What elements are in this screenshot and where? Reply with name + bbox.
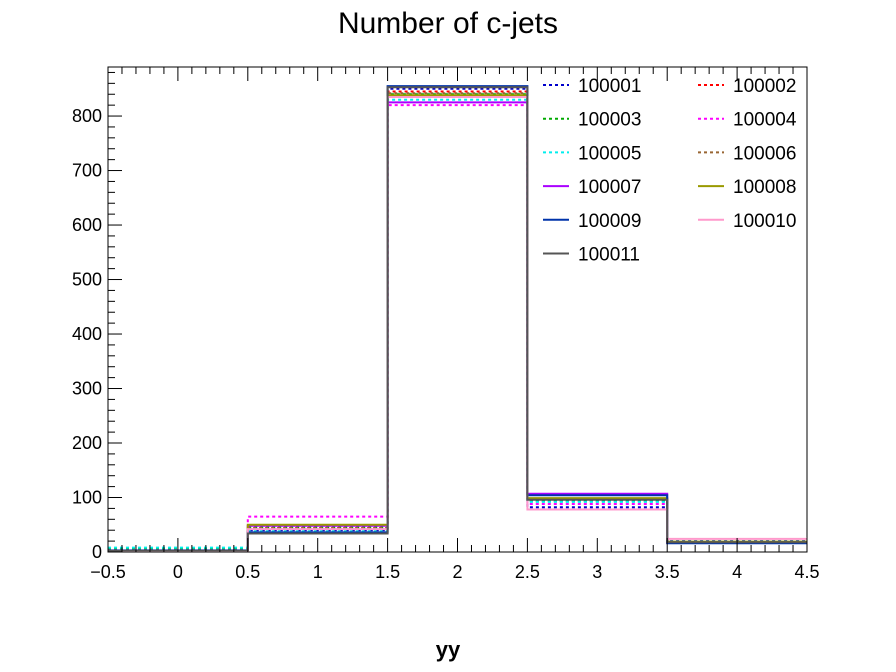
- legend-label-100011: 100011: [578, 245, 640, 266]
- series-line-100002: [108, 90, 807, 552]
- legend: 100001 100002 100003 100004 100005 100006 1000…: [543, 76, 797, 266]
- y-tick-label: 500: [72, 270, 102, 290]
- legend-label-100002: 100002: [733, 76, 796, 97]
- series-line-100003: [108, 93, 807, 551]
- y-tick-label: 600: [72, 215, 102, 235]
- series-line-100005: [108, 98, 807, 549]
- series-line-100008: [108, 94, 807, 552]
- legend-label-100006: 100006: [733, 143, 796, 164]
- y-tick-label: 700: [72, 161, 102, 181]
- series-layer: [108, 85, 807, 552]
- y-tick-label: 400: [72, 324, 102, 344]
- x-tick-label: 3: [592, 562, 602, 582]
- legend-label-100007: 100007: [578, 177, 641, 198]
- x-tick-label: −0.5: [90, 562, 126, 582]
- y-tick-label: 300: [72, 379, 102, 399]
- legend-label-100008: 100008: [733, 177, 796, 198]
- x-tick-label: 2.5: [515, 562, 540, 582]
- x-tick-label: 0.5: [235, 562, 260, 582]
- tick-labels: −0.5 0 0.5 1 1.5 2 2.5 3 3.5 4 4.50100200300400500…: [72, 106, 820, 582]
- x-tick-label: 3.5: [655, 562, 680, 582]
- series-line-100009: [108, 85, 807, 552]
- legend-label-100001: 100001: [578, 76, 641, 97]
- series-line-100004: [108, 104, 807, 552]
- y-tick-label: 800: [72, 106, 102, 126]
- legend-label-100003: 100003: [578, 110, 641, 131]
- x-tick-label: 0: [173, 562, 183, 582]
- y-tick-label: 100: [72, 488, 102, 508]
- x-tick-label: 2: [452, 562, 462, 582]
- legend-label-100005: 100005: [578, 143, 641, 164]
- chart-title: Number of c-jets: [338, 7, 558, 40]
- series-line-100006: [108, 92, 807, 552]
- y-tick-label: 200: [72, 433, 102, 453]
- legend-label-100010: 100010: [733, 211, 796, 232]
- x-tick-label: 1: [313, 562, 323, 582]
- x-tick-label: 4.5: [794, 562, 819, 582]
- y-tick-label: 0: [92, 542, 102, 562]
- axis-ticks: [107, 67, 808, 553]
- x-tick-label: 1.5: [375, 562, 400, 582]
- legend-label-100009: 100009: [578, 211, 641, 232]
- x-axis-label: yy: [436, 637, 461, 662]
- x-tick-label: 4: [732, 562, 742, 582]
- legend-label-100004: 100004: [733, 110, 797, 131]
- series-line-100011: [108, 86, 807, 552]
- plot-frame: [107, 66, 808, 553]
- series-line-100001: [108, 87, 807, 552]
- series-line-100010: [108, 96, 807, 552]
- series-line-100007: [108, 101, 807, 552]
